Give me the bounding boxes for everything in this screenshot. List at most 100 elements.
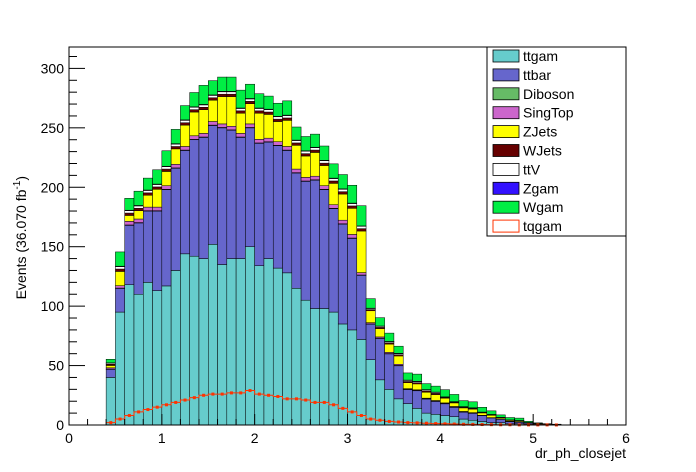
bar-ttbar	[495, 418, 506, 423]
bar-wjets	[356, 228, 367, 232]
y-tick-label: 200	[41, 179, 65, 195]
bar-ttbar	[291, 172, 302, 289]
bar-ttbar	[365, 323, 376, 360]
bar-zjets	[152, 189, 163, 208]
bar-ttv	[356, 226, 367, 229]
bar-ttgam	[384, 389, 395, 426]
bar-wjets	[272, 118, 283, 122]
y-axis-title-close: )	[13, 176, 29, 181]
bar-zjets	[467, 408, 478, 413]
bar-wjets	[337, 191, 348, 195]
bar-singtop	[263, 137, 274, 142]
bar-singtop	[356, 272, 367, 276]
bar-wgam	[449, 394, 460, 402]
bar-singtop	[245, 123, 255, 128]
legend-swatch-wgam	[492, 200, 520, 214]
bar-ttbar	[245, 127, 255, 247]
bar-zjets	[170, 148, 181, 165]
bar-zjets	[421, 391, 432, 399]
bar-ttbar	[189, 139, 200, 257]
legend: ttgam ttbar Diboson SingTop ZJets WJets ttV Zga…	[486, 46, 627, 237]
bar-singtop	[189, 135, 200, 140]
bar-wgam	[356, 205, 367, 227]
bar-singtop	[152, 206, 163, 211]
bar-zjets	[161, 171, 172, 186]
bar-wjets	[263, 111, 274, 115]
bar-ttv	[337, 189, 348, 192]
bar-ttbar	[402, 389, 413, 404]
bar-ttgam	[310, 308, 320, 426]
bar-wjets	[310, 149, 320, 153]
bar-wjets	[254, 110, 265, 114]
bar-wjets	[245, 101, 255, 104]
tqgam-point	[109, 421, 113, 425]
bar-wjets	[180, 122, 190, 126]
bar-wgam	[180, 105, 190, 121]
bar-ttv	[263, 109, 274, 113]
legend-swatch-zjets	[492, 125, 520, 138]
y-axis-ticks: 0 50 100 150 200 250 300	[41, 56, 85, 433]
bar-singtop	[291, 168, 302, 173]
tqgam-point	[127, 413, 131, 417]
tqgam-point	[406, 421, 410, 425]
bar-ttv	[226, 91, 237, 95]
bar-wgam	[477, 407, 488, 413]
bar-singtop	[170, 164, 181, 169]
tqgam-point	[443, 422, 447, 426]
bar-wjets	[124, 212, 135, 216]
legend-label-zgam: Zgam	[523, 180, 559, 196]
tqgam-point	[332, 403, 336, 407]
bar-wgam	[375, 317, 385, 327]
bar-ttv	[161, 166, 172, 170]
bar-wgam	[319, 145, 330, 161]
legend-label-zjets: ZJets	[523, 124, 557, 140]
bar-wgam	[143, 177, 153, 191]
bar-singtop	[115, 285, 125, 289]
tqgam-point	[183, 398, 187, 402]
bar-ttbar	[161, 189, 172, 287]
bar-wgam	[272, 102, 283, 117]
bar-ttbar	[467, 412, 478, 421]
y-tick-label: 250	[41, 120, 65, 136]
bar-ttgam	[263, 258, 274, 426]
bar-wgam	[365, 298, 376, 309]
bar-ttbar	[152, 210, 163, 291]
bar-zjets	[245, 103, 255, 125]
bar-ttgam	[365, 359, 376, 426]
bar-wjets	[319, 162, 330, 166]
x-tick-label: 6	[622, 430, 630, 446]
bar-ttbar	[235, 137, 246, 259]
tqgam-point	[192, 396, 196, 400]
legend-swatch-wjets	[492, 144, 520, 157]
y-tick-label: 50	[48, 358, 64, 374]
bar-zjets	[319, 165, 330, 186]
bar-zjets	[208, 99, 218, 122]
bar-zjets	[477, 412, 488, 416]
bar-ttv	[272, 116, 283, 120]
bar-ttbar	[384, 353, 395, 390]
bar-ttgam	[328, 311, 339, 426]
bar-ttbar	[440, 403, 450, 416]
bar-ttgam	[375, 379, 385, 426]
bar-ttgam	[143, 282, 153, 426]
bar-ttv	[143, 190, 153, 194]
tqgam-point	[397, 420, 401, 424]
tqgam-point	[313, 400, 317, 404]
bar-wgam	[347, 184, 358, 204]
legend-swatch-tqgam	[492, 219, 520, 233]
tqgam-point	[155, 405, 159, 409]
bar-ttv	[133, 205, 144, 209]
tqgam-point	[424, 421, 428, 425]
y-tick-label: 0	[56, 417, 64, 433]
bar-singtop	[254, 139, 265, 144]
bar-wjets	[300, 153, 311, 157]
bar-ttgam	[282, 272, 293, 426]
bar-zjets	[198, 109, 209, 134]
bar-zjets	[347, 208, 358, 235]
legend-label-diboson: Diboson	[523, 86, 574, 102]
bar-ttv	[189, 107, 200, 110]
bar-wjets	[161, 168, 172, 172]
x-tick-label: 0	[65, 430, 73, 446]
bar-zjets	[291, 145, 302, 170]
